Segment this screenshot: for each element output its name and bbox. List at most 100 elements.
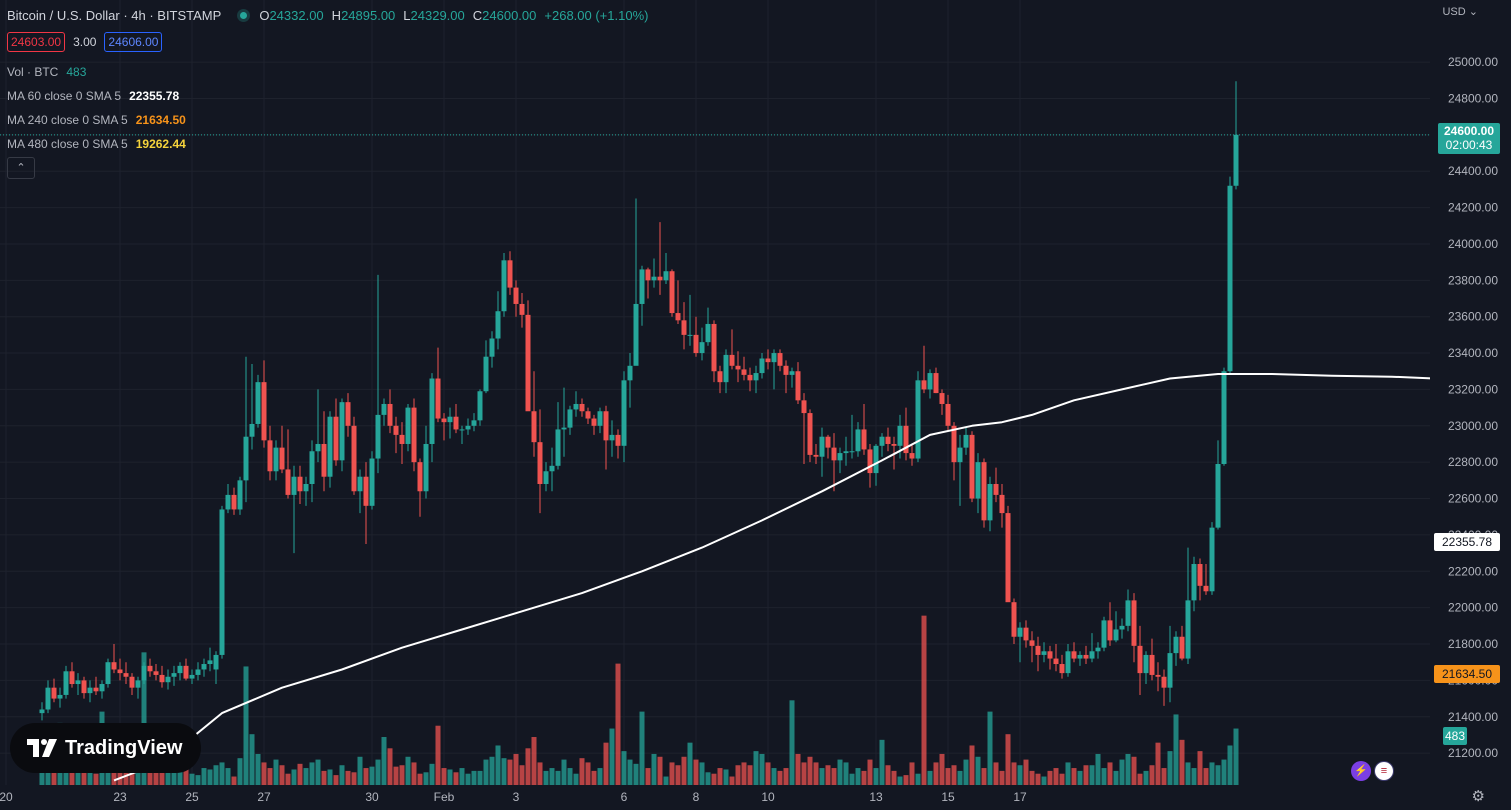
volume-bar bbox=[111, 769, 117, 785]
volume-bar bbox=[729, 776, 735, 785]
volume-bar bbox=[543, 770, 549, 785]
candle-body bbox=[255, 382, 261, 424]
volume-bar bbox=[441, 768, 447, 785]
legend-volume[interactable]: Vol · BTC 483 bbox=[7, 65, 86, 79]
candle-body bbox=[51, 687, 57, 699]
candle-body bbox=[891, 443, 897, 446]
candle-body bbox=[1029, 640, 1035, 646]
candle-body bbox=[489, 338, 495, 357]
candle-body bbox=[921, 380, 927, 390]
candle-body bbox=[1077, 654, 1083, 659]
candle-body bbox=[633, 303, 639, 366]
candle-body bbox=[1149, 654, 1155, 675]
volume-bar bbox=[771, 768, 777, 785]
price-tick-label: 22200.00 bbox=[1448, 564, 1498, 578]
volume-bar bbox=[837, 759, 843, 785]
candle-body bbox=[915, 380, 921, 459]
currency-selector[interactable]: USD ⌄ bbox=[1442, 6, 1478, 18]
gear-icon[interactable]: ⚙ bbox=[1471, 788, 1485, 805]
volume-bars bbox=[39, 615, 1239, 785]
price-tick-label: 23600.00 bbox=[1448, 310, 1498, 324]
volume-bar bbox=[699, 762, 705, 785]
candle-body bbox=[81, 680, 87, 694]
volume-bar bbox=[369, 766, 375, 785]
buy-button[interactable]: 24606.00 bbox=[104, 32, 163, 52]
volume-bar bbox=[645, 768, 651, 785]
candle-body bbox=[1233, 134, 1239, 186]
volume-bar bbox=[597, 768, 603, 785]
candle-body bbox=[849, 451, 855, 453]
volume-bar bbox=[1119, 759, 1125, 785]
market-status-icon[interactable] bbox=[240, 12, 248, 19]
volume-bar bbox=[1041, 776, 1047, 785]
volume-bar bbox=[171, 768, 177, 785]
legend-ma480[interactable]: MA 480 close 0 SMA 5 19262.44 bbox=[7, 137, 186, 151]
lightning-icon[interactable]: ⚡ bbox=[1351, 761, 1371, 781]
tradingview-logo[interactable]: TradingView bbox=[10, 723, 201, 773]
candle-body bbox=[291, 476, 297, 495]
candle-body bbox=[939, 393, 945, 404]
candle-body bbox=[1203, 585, 1209, 592]
candle-body bbox=[1215, 463, 1221, 528]
volume-bar bbox=[855, 768, 861, 785]
candle-body bbox=[195, 669, 201, 675]
candle-body bbox=[597, 411, 603, 426]
tradingview-logo-icon bbox=[27, 739, 57, 757]
price-candles bbox=[39, 81, 1239, 721]
candle-body bbox=[807, 413, 813, 455]
candle-body bbox=[1035, 645, 1041, 655]
candle-body bbox=[969, 434, 975, 499]
volume-bar bbox=[1167, 751, 1173, 785]
volume-bar bbox=[387, 748, 393, 785]
volume-bar bbox=[297, 763, 303, 785]
candle-body bbox=[999, 494, 1005, 514]
candle-body bbox=[387, 403, 393, 426]
candle-body bbox=[405, 407, 411, 444]
chevron-up-icon[interactable]: ⌃ bbox=[7, 157, 35, 179]
candle-body bbox=[585, 411, 591, 419]
volume-bar bbox=[711, 773, 717, 785]
volume-bar bbox=[279, 765, 285, 785]
candle-body bbox=[1083, 654, 1089, 659]
candle-body bbox=[747, 374, 753, 381]
candle-body bbox=[1227, 185, 1233, 372]
volume-bar bbox=[897, 776, 903, 785]
volume-bar bbox=[609, 728, 615, 785]
candle-body bbox=[867, 449, 873, 474]
candle-body bbox=[651, 276, 657, 281]
candle-body bbox=[375, 414, 381, 459]
candle-body bbox=[1179, 636, 1185, 659]
candle-body bbox=[1155, 674, 1161, 677]
candle-body bbox=[837, 453, 843, 461]
volume-bar bbox=[201, 768, 207, 785]
legend-ma240[interactable]: MA 240 close 0 SMA 5 21634.50 bbox=[7, 113, 186, 127]
volume-bar bbox=[735, 765, 741, 785]
time-axis-panel[interactable] bbox=[0, 785, 1430, 810]
volume-bar bbox=[693, 759, 699, 785]
volume-bar bbox=[141, 652, 147, 785]
candle-body bbox=[1167, 653, 1173, 688]
symbol-title[interactable]: Bitcoin / U.S. Dollar · 4h · BITSTAMP bbox=[7, 8, 222, 23]
time-tick-label: 6 bbox=[621, 790, 628, 804]
candle-body bbox=[351, 425, 357, 492]
spread-value: 3.00 bbox=[73, 35, 97, 49]
volume-bar bbox=[1197, 751, 1203, 785]
close-label: C bbox=[472, 8, 483, 23]
volume-bar bbox=[531, 737, 537, 785]
time-tick-label: 20 bbox=[0, 790, 13, 804]
price-tick-label: 22600.00 bbox=[1448, 492, 1498, 506]
volume-bar bbox=[1227, 745, 1233, 785]
volume-bar bbox=[453, 772, 459, 785]
volume-bar bbox=[843, 762, 849, 785]
candle-body bbox=[717, 371, 723, 383]
volume-bar bbox=[477, 770, 483, 785]
candle-body bbox=[561, 427, 567, 430]
us-flag-icon[interactable]: ≡ bbox=[1374, 761, 1394, 781]
volume-bar bbox=[465, 773, 471, 785]
sell-button[interactable]: 24603.00 bbox=[7, 32, 66, 52]
volume-bar bbox=[285, 773, 291, 785]
ma60-line bbox=[113, 373, 1511, 782]
candle-body bbox=[177, 665, 183, 674]
legend-ma60[interactable]: MA 60 close 0 SMA 5 22355.78 bbox=[7, 89, 179, 103]
